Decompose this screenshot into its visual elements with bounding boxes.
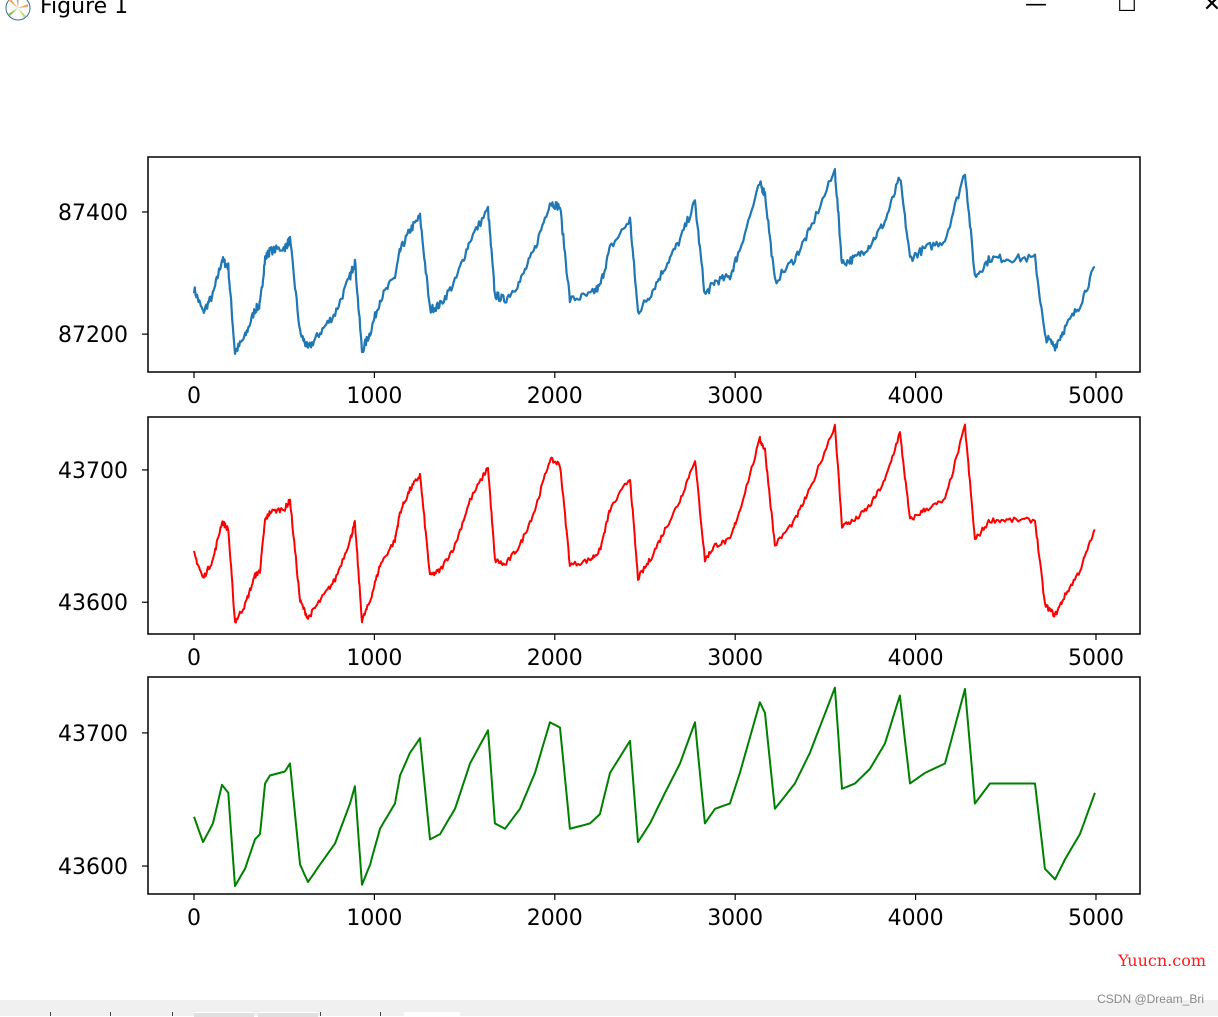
toolbar-separator (172, 1012, 173, 1016)
window-title: Figure 1 (40, 0, 129, 19)
y-tick-label: 43600 (58, 855, 128, 880)
watermark: Yuucn.com (1118, 951, 1206, 970)
x-tick-label: 1000 (346, 646, 402, 671)
axes-frame (147, 416, 1141, 635)
x-tick-label: 5000 (1068, 646, 1124, 671)
x-tick-label: 5000 (1068, 384, 1124, 409)
subplot-3: 0 1000 2000 3000 4000 5000 43600 43700 (58, 676, 1141, 931)
x-tick-label: 4000 (888, 384, 944, 409)
title-bar: Figure 1 — ☐ ✕ (0, 0, 1218, 26)
x-tick-label: 1000 (346, 906, 402, 931)
x-tick-label: 4000 (888, 646, 944, 671)
series-line (193, 686, 1096, 887)
credit-text: CSDN @Dream_Bri (1097, 992, 1204, 1006)
x-tick-label: 0 (187, 906, 201, 931)
pan-button[interactable] (194, 1012, 254, 1017)
minimize-button[interactable]: — (1025, 0, 1047, 17)
x-tick-label: 1000 (346, 384, 402, 409)
y-tick-label: 43700 (58, 459, 128, 484)
y-tick-label: 87200 (58, 323, 128, 348)
subplot-2: 0 1000 2000 3000 4000 5000 43600 43700 (58, 416, 1141, 671)
toolbar-separator (380, 1012, 381, 1016)
x-tick-label: 2000 (527, 646, 583, 671)
x-tick-label: 3000 (707, 384, 763, 409)
x-tick-label: 3000 (707, 646, 763, 671)
y-tick-label: 43700 (58, 722, 128, 747)
maximize-button[interactable]: ☐ (1117, 0, 1137, 17)
x-tick-label: 0 (187, 646, 201, 671)
save-button[interactable] (404, 1012, 460, 1017)
x-tick-label: 2000 (527, 906, 583, 931)
axes-frame (147, 156, 1141, 373)
close-button[interactable]: ✕ (1202, 0, 1218, 17)
x-tick-label: 3000 (707, 906, 763, 931)
zoom-button[interactable] (258, 1012, 318, 1017)
x-tick-label: 0 (187, 384, 201, 409)
toolbar-separator (320, 1012, 321, 1016)
y-tick-label: 43600 (58, 591, 128, 616)
navigation-toolbar (0, 1000, 1218, 1017)
x-tick-label: 4000 (888, 906, 944, 931)
series-line (192, 168, 1096, 355)
x-tick-label: 2000 (527, 384, 583, 409)
subplot-1: 0 1000 2000 3000 4000 5000 87200 87400 (58, 156, 1141, 409)
toolbar-separator (50, 1012, 51, 1016)
x-tick-label: 5000 (1068, 906, 1124, 931)
toolbar-separator (110, 1012, 111, 1016)
matplotlib-logo-icon (5, 0, 31, 21)
series-line (193, 423, 1096, 624)
y-tick-label: 87400 (58, 201, 128, 226)
axes-frame (147, 676, 1141, 895)
